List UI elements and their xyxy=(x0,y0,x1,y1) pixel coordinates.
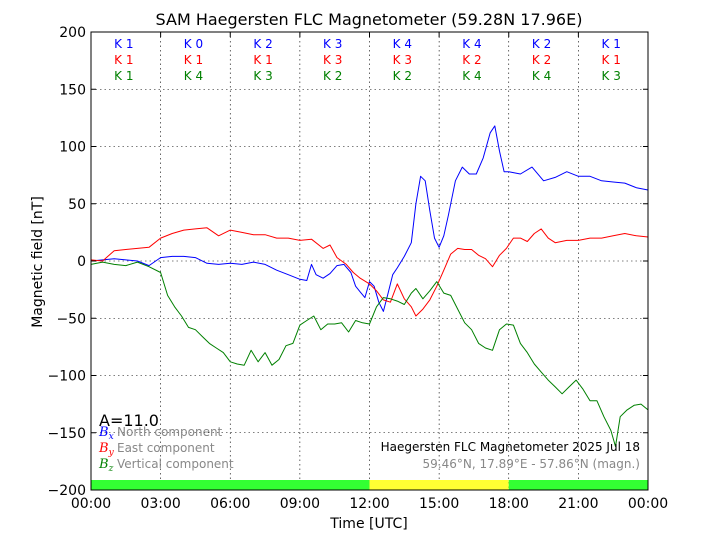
k-index-vertical: K 1 xyxy=(114,69,133,83)
y-axis-label: Magnetic field [nT] xyxy=(30,196,46,328)
y-tick-label: 50 xyxy=(68,197,86,213)
series-line-east-component xyxy=(90,227,649,317)
k-index-north: K 4 xyxy=(462,37,481,51)
legend-label: North component xyxy=(117,425,223,439)
k-index-north: K 1 xyxy=(114,37,133,51)
k-index-vertical: K 2 xyxy=(393,69,412,83)
k-index-north: K 0 xyxy=(184,37,203,51)
k-index-east: K 2 xyxy=(462,53,481,67)
x-tick-labels: 00:00 03:00 06:00 09:00 12:00 15:00 18:00 21:00… xyxy=(71,32,668,512)
x-axis-label: Time [UTC] xyxy=(329,516,407,532)
y-tick-label: 100 xyxy=(59,140,86,156)
y-tick-label: 200 xyxy=(59,25,86,41)
k-index-vertical: K 4 xyxy=(184,69,203,83)
y-tick-label: −150 xyxy=(48,426,86,442)
x-tick-label: 21:00 xyxy=(558,496,598,512)
k-index-east: K 1 xyxy=(184,53,203,67)
x-tick-label: 09:00 xyxy=(280,496,320,512)
legend-label: Vertical component xyxy=(117,457,234,471)
chart-title: SAM Haegersten FLC Magnetometer (59.28N … xyxy=(156,10,583,29)
series-lines xyxy=(90,125,649,447)
a-index: A=11.0 xyxy=(99,411,159,430)
series-line-north-component xyxy=(90,125,649,312)
x-tick-label: 06:00 xyxy=(210,496,250,512)
legend-label: East component xyxy=(117,441,215,455)
x-tick-label: 00:00 xyxy=(71,496,111,512)
daylight-bar xyxy=(91,480,648,490)
x-tick-label: 03:00 xyxy=(140,496,180,512)
k-index-north: K 3 xyxy=(323,37,342,51)
grid-lines xyxy=(91,32,648,490)
k-index-east: K 1 xyxy=(253,53,272,67)
daylight-segment xyxy=(508,480,648,490)
y-tick-label: 150 xyxy=(59,82,86,98)
info-station: Haegersten FLC Magnetometer 2025 Jul 18 xyxy=(381,440,640,454)
x-tick-label: 12:00 xyxy=(349,496,389,512)
series-line-vertical-component xyxy=(90,261,649,447)
k-index-east: K 2 xyxy=(532,53,551,67)
k-index-east: K 3 xyxy=(323,53,342,67)
x-tick-label: 18:00 xyxy=(489,496,529,512)
k-index-north: K 2 xyxy=(532,37,551,51)
y-tick-label: −200 xyxy=(48,483,86,499)
k-index-north: K 4 xyxy=(393,37,412,51)
k-index-east: K 1 xyxy=(114,53,133,67)
y-tick-label: −50 xyxy=(56,311,86,327)
k-index-vertical: K 4 xyxy=(462,69,481,83)
k-index-east: K 1 xyxy=(602,53,621,67)
k-index-vertical: K 3 xyxy=(602,69,621,83)
k-index-labels: K 1 K 0 K 2 K 3 K 4 K 4 K 2 K 1 K 1 K 1 K 1 K 3 K 3 K… xyxy=(114,37,621,83)
x-tick-label: 00:00 xyxy=(628,496,668,512)
y-tick-labels: 200 150 100 50 0 −50 −100 −150 −200 xyxy=(48,25,648,499)
y-tick-label: −100 xyxy=(48,369,86,385)
info-coordinates: 59.46°N, 17.89°E - 57.86°N (magn.) xyxy=(423,457,640,471)
k-index-north: K 1 xyxy=(602,37,621,51)
k-index-vertical: K 3 xyxy=(253,69,272,83)
x-tick-label: 15:00 xyxy=(419,496,459,512)
daylight-segment xyxy=(369,480,509,490)
k-index-vertical: K 4 xyxy=(532,69,551,83)
k-index-east: K 3 xyxy=(393,53,412,67)
k-index-vertical: K 2 xyxy=(323,69,342,83)
k-index-north: K 2 xyxy=(253,37,272,51)
daylight-segment xyxy=(91,480,370,490)
y-tick-label: 0 xyxy=(77,254,86,270)
